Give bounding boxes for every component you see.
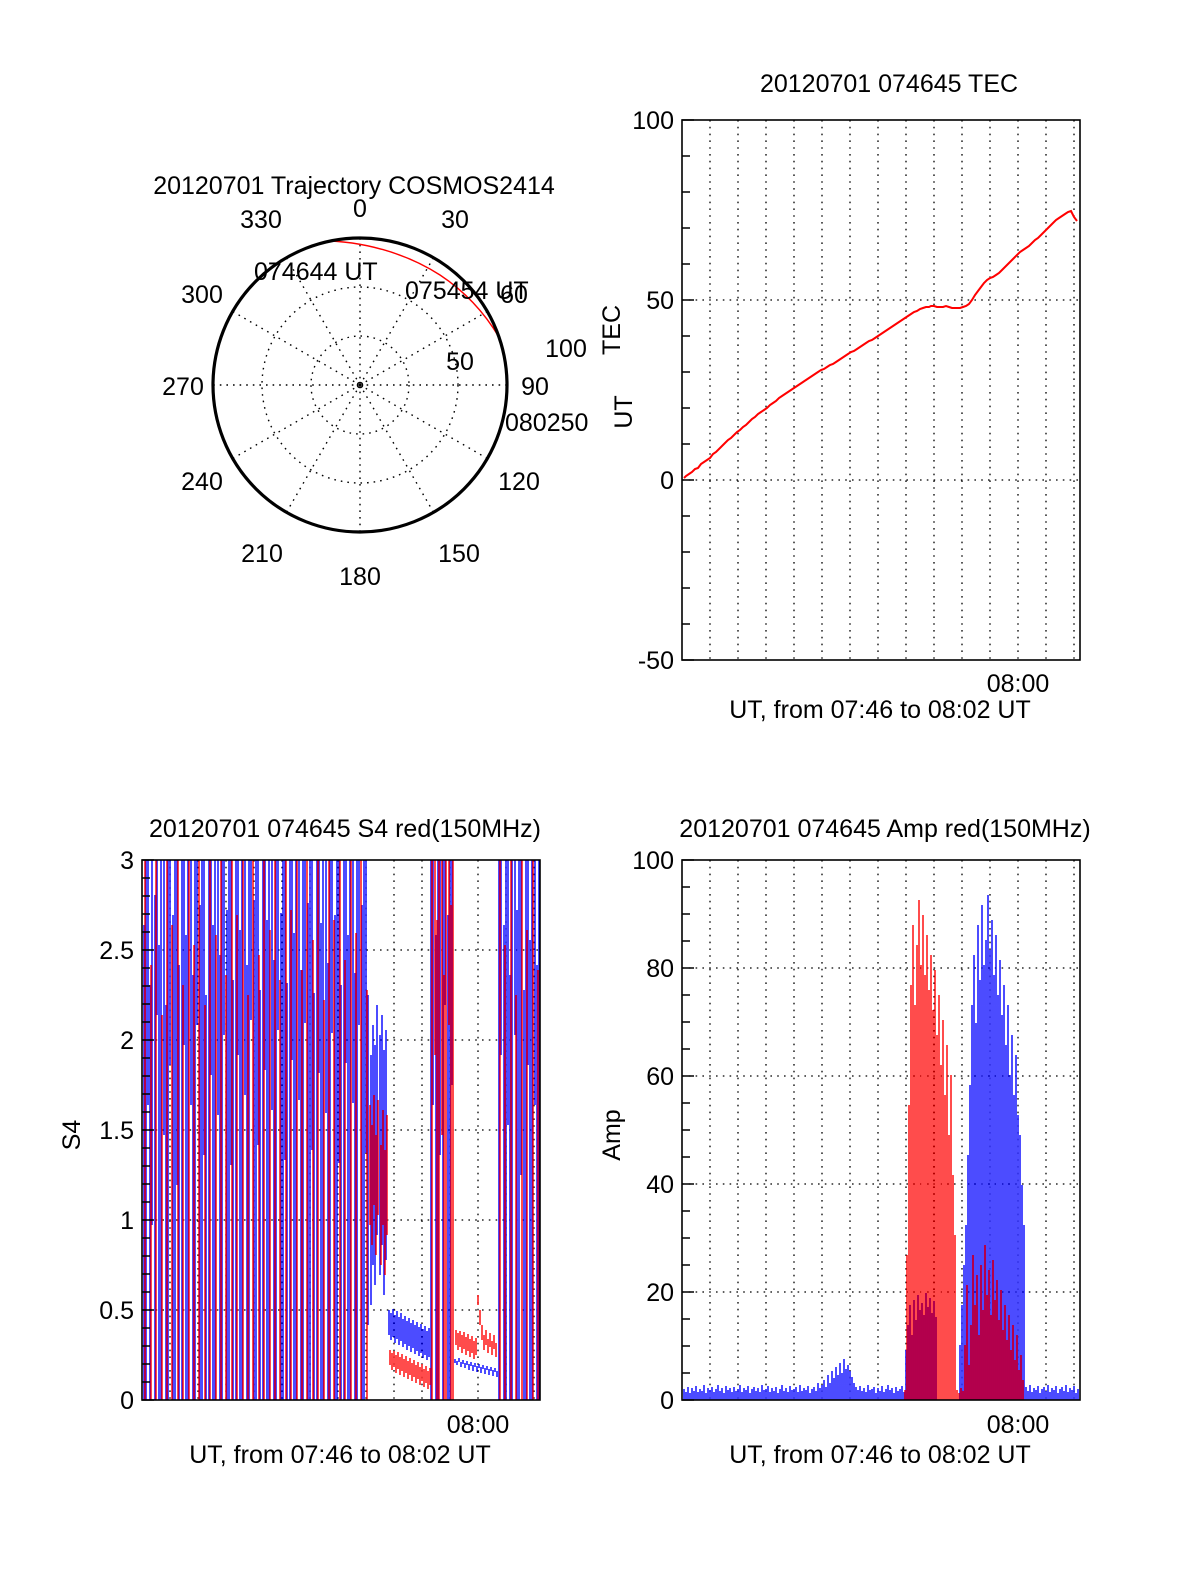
amp-x-axis-label: UT, from 07:46 to 08:02 UT — [729, 1441, 1031, 1469]
radial-label-50: 50 — [446, 348, 474, 376]
azimuth-label-0: 0 — [353, 195, 367, 223]
s4-xtick-0800: 08:00 — [447, 1411, 510, 1439]
amp-ytick-80: 80 — [646, 955, 674, 983]
amp-trace-400mhz — [683, 895, 1079, 1400]
s4-traces — [143, 860, 540, 1400]
tec-svg: 20120701 074645 TEC — [598, 70, 1081, 724]
tec-ytick-50: 50 — [646, 287, 674, 315]
tec-ytick--50: -50 — [638, 647, 674, 675]
trajectory-svg: 20120701 Trajectory COSMOS2414 — [153, 172, 588, 591]
amp-panel: 20120701 074645 Amp red(150MHz) — [598, 805, 1120, 1470]
tec-panel: 20120701 074645 TEC — [598, 60, 1120, 724]
tec-y-axis-label: TEC — [598, 305, 626, 355]
polar-ring-inner — [310, 335, 410, 435]
s4-y-axis-label: S4 — [58, 1120, 86, 1151]
azimuth-label-180: 180 — [339, 563, 381, 591]
tec-y-ticks — [682, 119, 694, 661]
azimuth-label-210: 210 — [241, 540, 283, 568]
amp-ytick-0: 0 — [660, 1387, 674, 1415]
tec-overlap-ut-label: UT — [610, 395, 638, 428]
s4-svg: 20120701 074645 S4 red(150MHz) — [58, 815, 541, 1469]
s4-ytick-2: 2 — [120, 1027, 134, 1055]
amp-y-ticks — [682, 859, 694, 1401]
polar-ring-middle — [261, 286, 459, 484]
azimuth-label-270: 270 — [162, 373, 204, 401]
trajectory-panel: 20120701 Trajectory COSMOS2414 — [120, 160, 590, 620]
annotation-mid-time: 075454 UT — [405, 277, 529, 305]
polar-center-dot — [356, 381, 364, 389]
azimuth-label-30: 30 — [441, 206, 469, 234]
amp-ytick-60: 60 — [646, 1063, 674, 1091]
azimuth-label-120: 120 — [498, 468, 540, 496]
s4-ytick-0.5: 0.5 — [99, 1297, 134, 1325]
polar-spokes — [213, 238, 507, 532]
amp-ytick-20: 20 — [646, 1279, 674, 1307]
tec-title: 20120701 074645 TEC — [760, 70, 1018, 98]
azimuth-label-330: 330 — [240, 206, 282, 234]
azimuth-label-300: 300 — [181, 281, 223, 309]
s4-ytick-1.5: 1.5 — [99, 1117, 134, 1145]
amp-svg: 20120701 074645 Amp red(150MHz) — [598, 815, 1091, 1469]
tec-ytick-0: 0 — [660, 467, 674, 495]
azimuth-label-240: 240 — [181, 468, 223, 496]
amp-y-axis-label: Amp — [598, 1109, 626, 1160]
polar-outer-circle — [211, 236, 509, 534]
s4-ytick-3: 3 — [120, 847, 134, 875]
amp-trace-150mhz — [904, 900, 1024, 1400]
tec-trace — [683, 209, 1078, 479]
radial-label-100: 100 — [545, 335, 587, 363]
s4-x-axis-label: UT, from 07:46 to 08:02 UT — [189, 1441, 491, 1469]
amp-ytick-40: 40 — [646, 1171, 674, 1199]
tec-gridlines — [682, 120, 1080, 660]
s4-ytick-1: 1 — [120, 1207, 134, 1235]
tec-xtick-0800: 08:00 — [987, 670, 1050, 698]
s4-trace-400mhz — [143, 860, 540, 1400]
amp-traces — [683, 895, 1079, 1400]
amp-title: 20120701 074645 Amp red(150MHz) — [679, 815, 1090, 843]
s4-trace-150mhz — [144, 860, 539, 1400]
azimuth-label-150: 150 — [438, 540, 480, 568]
s4-title: 20120701 074645 S4 red(150MHz) — [149, 815, 541, 843]
tec-ytick-100: 100 — [632, 107, 674, 135]
s4-panel: 20120701 074645 S4 red(150MHz) — [58, 805, 580, 1470]
azimuth-label-60: 60 — [500, 281, 528, 309]
annotation-start-time: 074644 UT — [254, 258, 378, 286]
trajectory-title: 20120701 Trajectory COSMOS2414 — [153, 172, 555, 200]
amp-xtick-0800: 08:00 — [987, 1411, 1050, 1439]
s4-y-ticks — [142, 859, 154, 1401]
tec-x-axis-label: UT, from 07:46 to 08:02 UT — [729, 696, 1031, 724]
azimuth-label-90: 90 — [521, 373, 549, 401]
tec-plot-frame — [681, 119, 1081, 661]
s4-ytick-2.5: 2.5 — [99, 937, 134, 965]
s4-ytick-0: 0 — [120, 1387, 134, 1415]
amp-ytick-100: 100 — [632, 847, 674, 875]
annotation-end-time: 080250 — [505, 409, 588, 437]
